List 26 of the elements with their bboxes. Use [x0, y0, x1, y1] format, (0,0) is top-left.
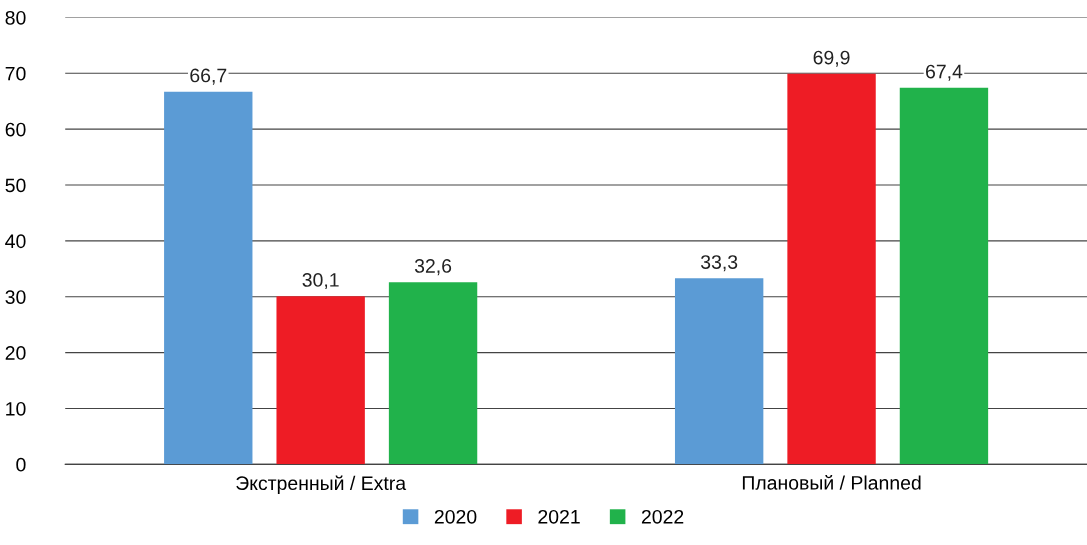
y-tick-label: 0	[16, 457, 26, 472]
legend-label: 2021	[538, 509, 580, 524]
bar	[388, 282, 478, 465]
y-tick-label: 20	[5, 346, 26, 360]
data-label: 69,9	[813, 50, 850, 67]
legend-label: 2020	[434, 509, 477, 524]
bar	[674, 278, 764, 465]
data-label: 66,7	[190, 68, 227, 85]
y-tick-label: 40	[5, 234, 26, 249]
bar	[787, 73, 876, 465]
y-tick-label: 10	[6, 401, 26, 416]
data-label: 30,1	[302, 273, 339, 290]
y-tick-label: 50	[5, 178, 26, 193]
data-label: 33,3	[700, 255, 738, 272]
y-tick-label: 80	[5, 10, 26, 25]
data-label: 67,4	[926, 64, 963, 81]
x-tick-label: Плановый / Planned	[742, 475, 921, 490]
x-tick-label: Экстренный / Extra	[236, 475, 407, 494]
y-tick-label: 60	[5, 122, 26, 137]
bar	[164, 91, 253, 465]
legend-label: 2022	[641, 509, 684, 524]
bar	[899, 87, 989, 465]
bar	[276, 296, 365, 465]
data-label: 32,6	[414, 259, 452, 276]
y-tick-label: 70	[5, 66, 26, 81]
y-tick-label: 30	[5, 290, 26, 304]
